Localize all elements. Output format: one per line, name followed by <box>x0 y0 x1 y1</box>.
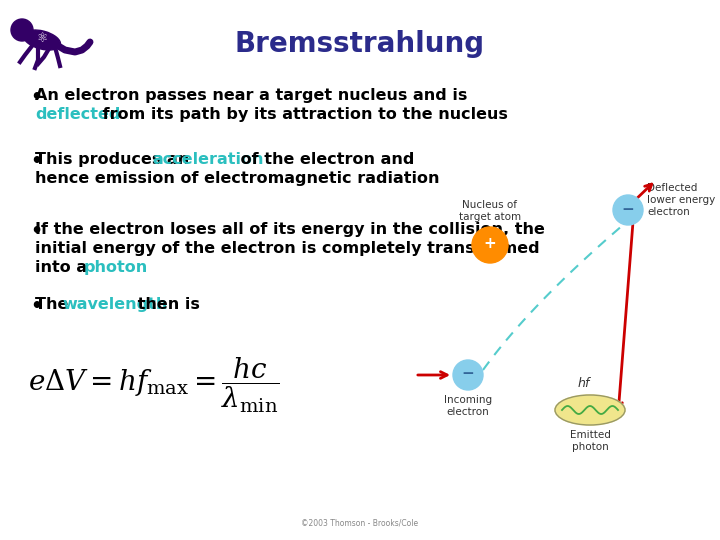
Text: •: • <box>30 222 42 241</box>
Text: into a: into a <box>35 260 93 275</box>
Text: An electron passes near a target nucleus and is: An electron passes near a target nucleus… <box>35 88 467 103</box>
Text: hence emission of electromagnetic radiation: hence emission of electromagnetic radiat… <box>35 171 439 186</box>
Text: The: The <box>35 297 74 312</box>
Text: Deflected
lower energy
electron: Deflected lower energy electron <box>647 183 715 218</box>
Text: initial energy of the electron is completely transformed: initial energy of the electron is comple… <box>35 241 539 256</box>
Text: of the electron and: of the electron and <box>235 152 415 167</box>
Ellipse shape <box>24 30 60 50</box>
Text: deflected: deflected <box>35 107 120 122</box>
Text: Incoming
electron: Incoming electron <box>444 395 492 417</box>
Text: Emitted
photon: Emitted photon <box>570 430 611 453</box>
Circle shape <box>453 360 483 390</box>
Text: from its path by its attraction to the nucleus: from its path by its attraction to the n… <box>97 107 508 122</box>
Circle shape <box>11 19 33 41</box>
Text: •: • <box>30 88 42 107</box>
Ellipse shape <box>555 395 625 425</box>
Text: −: − <box>462 367 474 381</box>
Text: −: − <box>621 201 634 217</box>
Text: ©2003 Thomson - Brooks/Cole: ©2003 Thomson - Brooks/Cole <box>302 519 418 528</box>
Text: then is: then is <box>132 297 199 312</box>
Text: This produces an: This produces an <box>35 152 195 167</box>
Text: Bremsstrahlung: Bremsstrahlung <box>235 30 485 58</box>
Text: wavelength: wavelength <box>63 297 168 312</box>
Text: photon: photon <box>84 260 148 275</box>
Text: If the electron loses all of its energy in the collision, the: If the electron loses all of its energy … <box>35 222 545 237</box>
Text: acceleration: acceleration <box>153 152 264 167</box>
Text: +: + <box>484 235 496 251</box>
Text: ⚛: ⚛ <box>37 31 48 44</box>
Circle shape <box>613 195 643 225</box>
Text: $e\Delta V = hf_{\mathrm{max}} = \dfrac{hc}{\lambda_{\mathrm{min}}}$: $e\Delta V = hf_{\mathrm{max}} = \dfrac{… <box>28 355 279 415</box>
Text: •: • <box>30 297 42 316</box>
Text: Nucleus of
target atom: Nucleus of target atom <box>459 200 521 222</box>
Circle shape <box>472 227 508 263</box>
Text: $hf$: $hf$ <box>577 376 593 390</box>
Text: •: • <box>30 152 42 171</box>
